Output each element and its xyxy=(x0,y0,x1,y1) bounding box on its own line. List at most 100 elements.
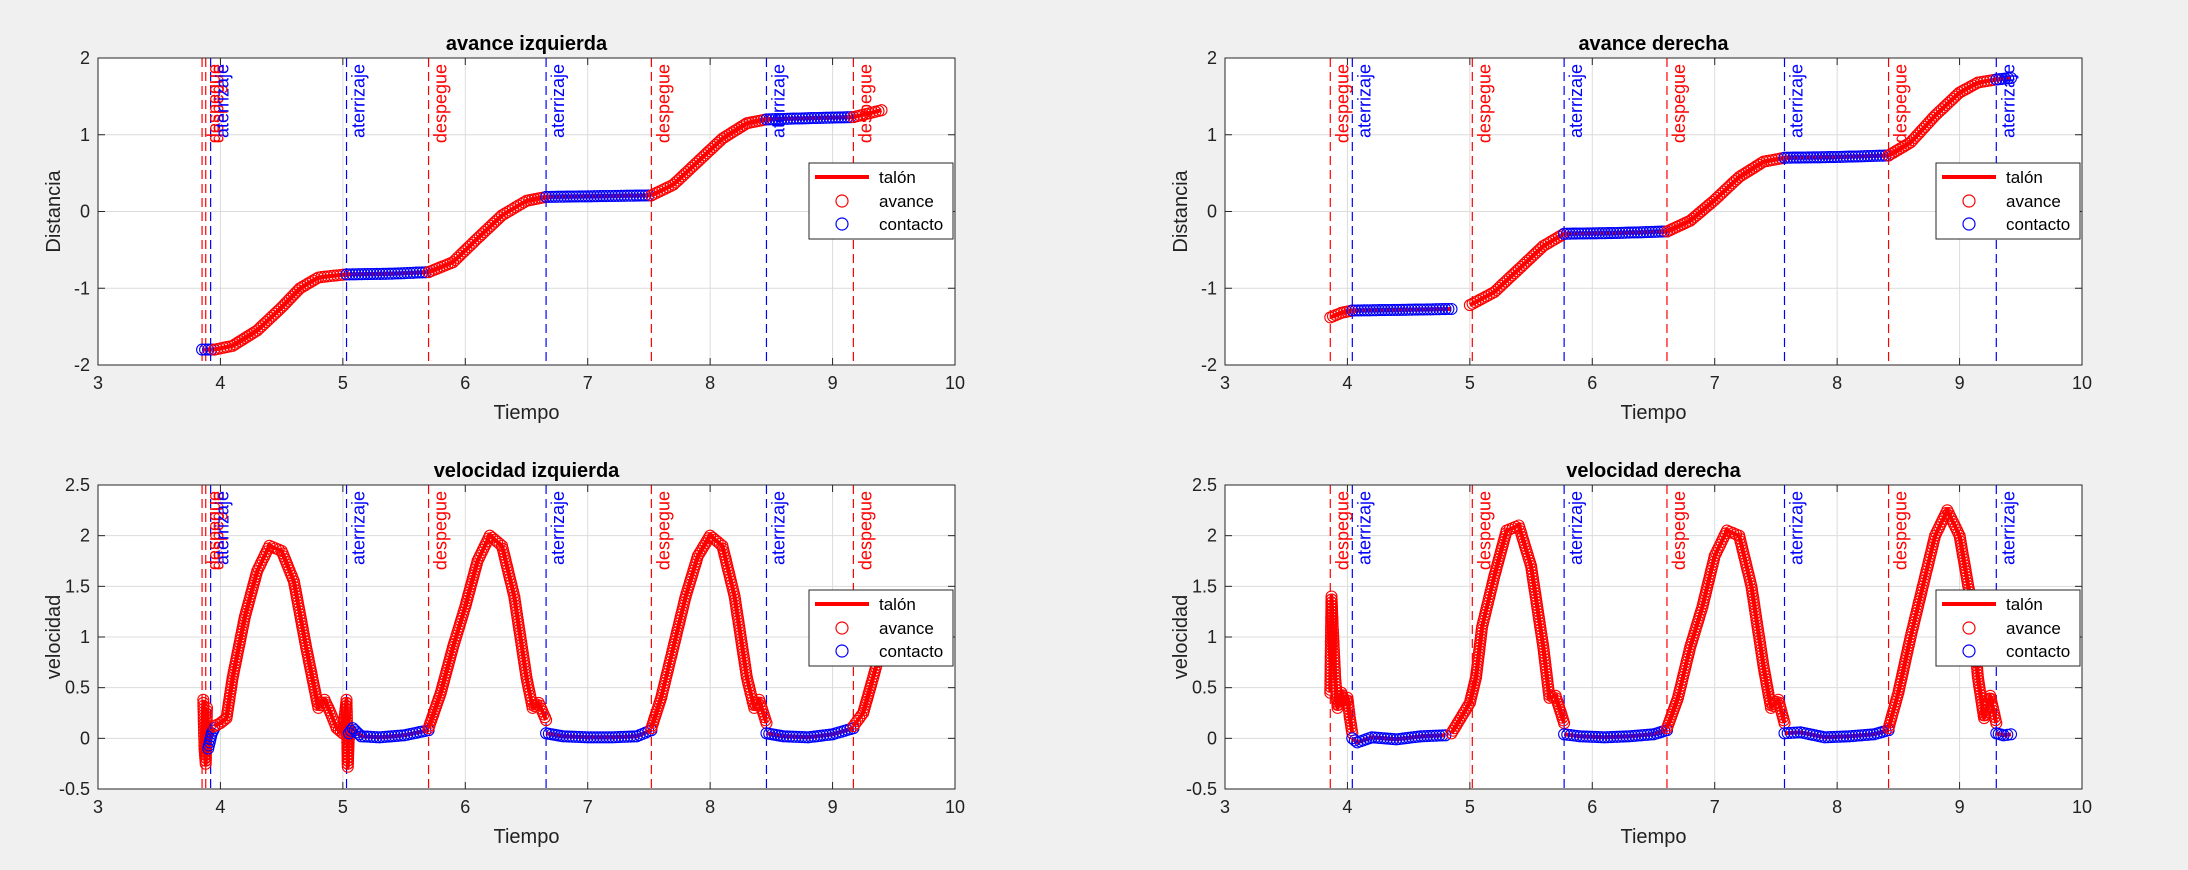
y-tick-label: 2 xyxy=(1207,48,1217,68)
contacto-marker xyxy=(1414,303,1427,316)
contacto-marker xyxy=(1427,729,1440,742)
contacto-marker xyxy=(1858,150,1871,163)
contacto-marker xyxy=(346,722,359,735)
avance-marker xyxy=(1326,614,1339,627)
avance-marker xyxy=(1530,246,1543,259)
avance-marker xyxy=(1910,129,1923,142)
legend-contacto-marker xyxy=(1962,644,1976,658)
y-tick-label: 0.5 xyxy=(1192,678,1217,698)
avance-marker xyxy=(1724,179,1737,192)
contacto-marker xyxy=(1852,150,1865,163)
avance-marker xyxy=(200,710,213,723)
contacto-marker xyxy=(606,189,619,203)
contacto-marker xyxy=(796,112,809,125)
contacto-marker xyxy=(1778,151,1791,164)
contacto-marker xyxy=(792,730,805,743)
avance-marker xyxy=(1904,136,1917,149)
contacto-marker xyxy=(2004,71,2018,85)
contacto-marker xyxy=(1390,303,1403,316)
avance-marker xyxy=(1328,662,1341,675)
y-tick-label: 2 xyxy=(80,48,90,68)
avance-marker xyxy=(1940,99,1953,112)
legend-avance-label: avance xyxy=(2006,192,2061,211)
avance-marker xyxy=(268,307,282,320)
contacto-marker xyxy=(602,189,616,203)
avance-marker xyxy=(1708,193,1721,207)
avance-marker xyxy=(1710,191,1723,204)
contacto-marker xyxy=(618,189,631,202)
contacto-marker xyxy=(196,343,209,356)
y-tick-label: 2 xyxy=(1207,526,1217,546)
avance-marker xyxy=(1328,650,1341,663)
avance-marker xyxy=(469,234,482,247)
contacto-marker xyxy=(760,113,773,126)
avance-marker xyxy=(473,230,486,243)
avance-marker xyxy=(1521,254,1534,267)
contacto-marker xyxy=(1587,227,1600,240)
contacto-marker xyxy=(772,113,785,126)
contacto-marker xyxy=(1596,227,1609,240)
contacto-marker xyxy=(1873,149,1886,162)
contacto-marker xyxy=(350,726,363,739)
y-axis-label: Distancia xyxy=(43,170,65,253)
contacto-marker xyxy=(802,112,815,125)
avance-marker xyxy=(318,270,331,283)
contacto-marker xyxy=(569,190,583,203)
contacto-marker xyxy=(1622,730,1636,743)
contacto-marker xyxy=(1430,303,1443,316)
contacto-marker xyxy=(1599,227,1612,240)
talon-line-segment xyxy=(1996,76,2012,82)
avance-marker xyxy=(342,739,355,752)
event-label: aterrizaje xyxy=(1354,491,1374,565)
contacto-marker xyxy=(799,112,812,125)
contacto-marker xyxy=(1619,730,1633,743)
avance-marker xyxy=(340,708,353,722)
avance-marker xyxy=(698,149,711,162)
contacto-marker xyxy=(563,190,577,203)
avance-marker xyxy=(1326,605,1339,618)
contacto-marker xyxy=(1411,303,1424,316)
avance-marker xyxy=(464,238,477,251)
contacto-marker xyxy=(1563,227,1577,240)
event-label: despegue xyxy=(855,491,875,570)
contacto-marker xyxy=(2004,728,2018,741)
avance-marker xyxy=(281,294,294,308)
contacto-marker xyxy=(817,111,830,124)
avance-marker xyxy=(702,145,716,158)
legend-talon-label: talón xyxy=(2006,595,2043,614)
avance-marker xyxy=(1515,260,1528,274)
contacto-marker xyxy=(557,190,571,203)
contacto-marker xyxy=(1368,731,1382,744)
contacto-marker xyxy=(1417,730,1430,743)
contacto-marker xyxy=(361,268,374,281)
avance-marker xyxy=(340,696,353,709)
avance-marker xyxy=(1327,647,1341,660)
contacto-marker xyxy=(1834,730,1847,743)
event-label: despegue xyxy=(653,491,673,570)
contacto-marker xyxy=(587,190,601,203)
contacto-marker xyxy=(826,111,839,124)
avance-marker xyxy=(1325,602,1339,615)
event-label: despegue xyxy=(1474,64,1494,143)
contacto-marker xyxy=(1821,731,1835,744)
avance-marker xyxy=(667,178,680,191)
contacto-marker xyxy=(1828,151,1841,164)
contacto-marker xyxy=(1610,226,1623,240)
contacto-marker xyxy=(1619,226,1632,239)
event-label: aterrizaje xyxy=(349,491,369,565)
avance-marker xyxy=(287,288,300,301)
y-axis-label: velocidad xyxy=(43,595,65,680)
contacto-marker xyxy=(1610,730,1623,743)
contacto-marker xyxy=(572,730,585,743)
contacto-marker xyxy=(376,731,389,744)
contacto-marker xyxy=(606,731,619,744)
y-tick-label: 2.5 xyxy=(1192,475,1217,495)
avance-marker xyxy=(216,715,229,728)
contacto-marker xyxy=(832,111,845,124)
contacto-marker xyxy=(1629,729,1642,742)
contacto-marker xyxy=(1586,730,1599,743)
avance-marker xyxy=(320,699,333,712)
contacto-marker xyxy=(609,189,622,202)
contacto-marker xyxy=(1595,731,1608,744)
